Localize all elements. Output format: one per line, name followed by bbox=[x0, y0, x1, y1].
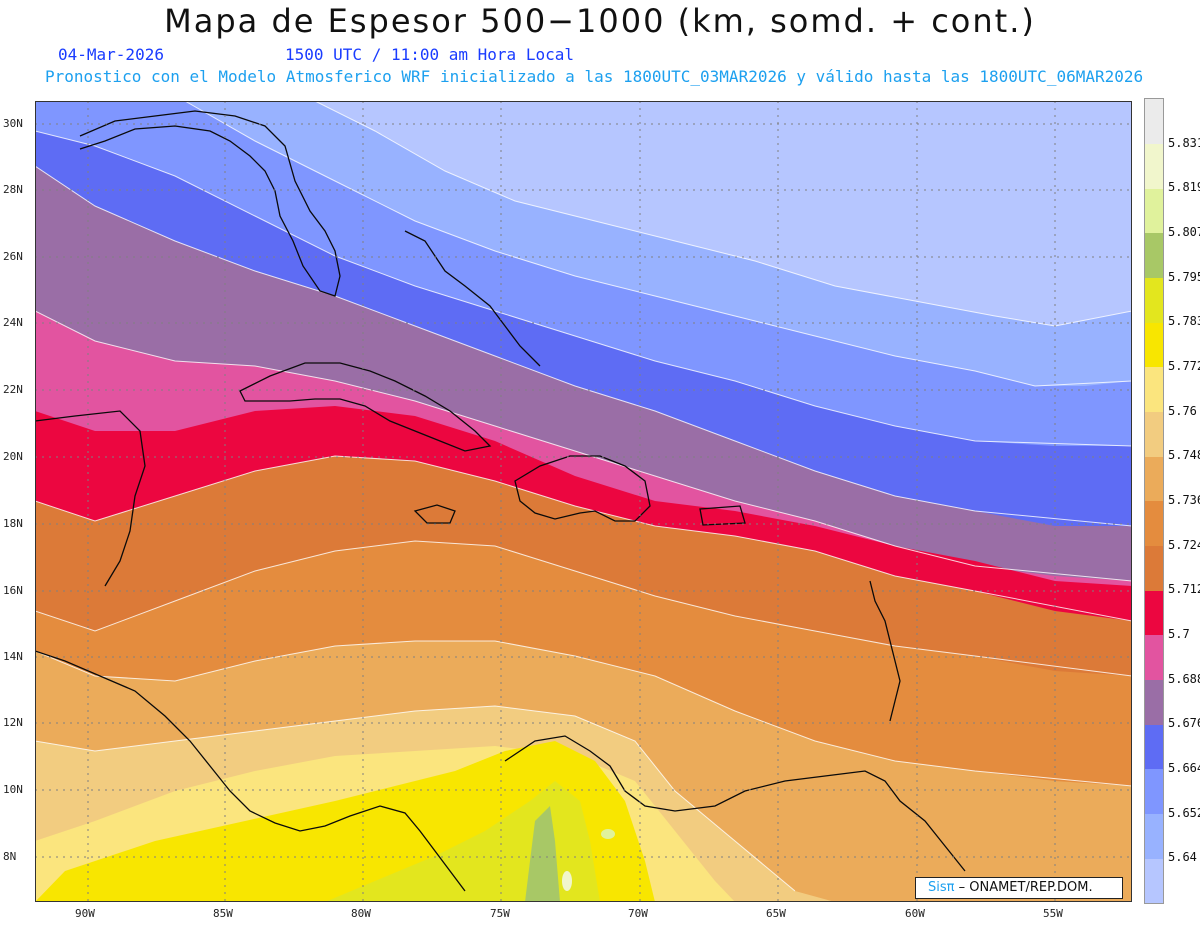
color-scale-label: 5.712 bbox=[1168, 582, 1200, 597]
lat-label-14n: 14N bbox=[3, 650, 23, 663]
color-scale-swatch bbox=[1145, 724, 1163, 770]
lon-label-65w: 65W bbox=[766, 907, 786, 920]
south-america-coast bbox=[504, 735, 966, 872]
color-scale-label: 5.7 bbox=[1168, 627, 1190, 641]
coastlines bbox=[35, 110, 966, 892]
hispaniola-coast bbox=[514, 455, 651, 522]
lon-label-70w: 70W bbox=[628, 907, 648, 920]
lon-label-85w: 85W bbox=[213, 907, 233, 920]
lat-label-8n: 8N bbox=[3, 850, 17, 863]
color-scale-label: 5.831 bbox=[1168, 135, 1200, 150]
lat-label-30n: 30N bbox=[3, 117, 23, 130]
color-scale-swatch bbox=[1145, 590, 1163, 636]
color-scale-swatch bbox=[1145, 813, 1163, 859]
florida-coast bbox=[79, 110, 341, 297]
lon-label-90w: 90W bbox=[75, 907, 95, 920]
color-scale-label: 5.819 bbox=[1168, 180, 1200, 195]
lon-label-55w: 55W bbox=[1043, 907, 1063, 920]
color-scale-swatch bbox=[1145, 188, 1163, 234]
color-scale-swatch bbox=[1145, 858, 1163, 904]
lat-label-26n: 26N bbox=[3, 250, 23, 263]
band-5.807 bbox=[525, 806, 560, 902]
lon-label-75w: 75W bbox=[490, 907, 510, 920]
lat-label-16n: 16N bbox=[3, 584, 23, 597]
graticule bbox=[35, 101, 1132, 902]
color-scale-swatch bbox=[1145, 411, 1163, 457]
color-scale-swatch bbox=[1145, 233, 1163, 279]
color-scale-swatch bbox=[1145, 456, 1163, 502]
color-scale-label: 5.652 bbox=[1168, 805, 1200, 820]
valid-time: 1500 UTC / 11:00 am Hora Local bbox=[285, 45, 574, 64]
color-scale-label: 5.736 bbox=[1168, 493, 1200, 507]
central-america-coast bbox=[35, 650, 466, 892]
color-scale-label: 5.772 bbox=[1168, 359, 1200, 373]
lesser-antilles bbox=[869, 580, 901, 722]
color-scale-swatch bbox=[1145, 367, 1163, 413]
thickness-map bbox=[35, 101, 1132, 902]
color-scale-label: 5.76 bbox=[1168, 403, 1197, 418]
lat-label-28n: 28N bbox=[3, 183, 23, 196]
credit-box: Sisπ – ONAMET/REP.DOM. bbox=[915, 877, 1123, 899]
lat-label-12n: 12N bbox=[3, 716, 23, 729]
color-scale-swatch bbox=[1145, 143, 1163, 189]
color-scale-swatch bbox=[1145, 277, 1163, 323]
lat-label-24n: 24N bbox=[3, 316, 23, 329]
color-scale-label: 5.688 bbox=[1168, 671, 1200, 686]
color-scale-swatch bbox=[1145, 501, 1163, 547]
forecast-description: Pronostico con el Modelo Atmosferico WRF… bbox=[45, 67, 1144, 86]
color-scale-label: 5.64 bbox=[1168, 850, 1197, 865]
color-scale-label: 5.664 bbox=[1168, 761, 1200, 775]
lat-label-10n: 10N bbox=[3, 783, 23, 796]
color-scale-label: 5.676 bbox=[1168, 716, 1200, 731]
bahamas bbox=[404, 230, 541, 367]
color-scale-swatch bbox=[1145, 322, 1163, 368]
lat-label-20n: 20N bbox=[3, 450, 23, 463]
band-5.819 bbox=[601, 829, 615, 839]
color-scale-label: 5.807 bbox=[1168, 225, 1200, 239]
lat-label-22n: 22N bbox=[3, 383, 23, 396]
credit-brand: Sisπ bbox=[928, 880, 955, 895]
yucatan-coast bbox=[35, 410, 146, 587]
lon-label-80w: 80W bbox=[351, 907, 371, 920]
color-scale-swatch bbox=[1145, 545, 1163, 591]
jamaica-coast bbox=[413, 504, 456, 524]
color-scale-label: 5.748 bbox=[1168, 448, 1200, 463]
color-scale-swatch bbox=[1145, 769, 1163, 815]
lon-label-60w: 60W bbox=[905, 907, 925, 920]
color-scale-label: 5.795 bbox=[1168, 269, 1200, 284]
cuba-coast bbox=[239, 362, 492, 452]
lat-label-18n: 18N bbox=[3, 517, 23, 530]
band-5.831 bbox=[562, 871, 572, 891]
contour-lines bbox=[35, 101, 1132, 892]
color-scale-swatch bbox=[1145, 679, 1163, 725]
map-canvas bbox=[35, 101, 1132, 902]
color-scale-label: 5.724 bbox=[1168, 537, 1200, 552]
credit-org: – ONAMET/REP.DOM. bbox=[958, 880, 1093, 895]
color-scale-swatch bbox=[1145, 635, 1163, 681]
map-title: Mapa de Espesor 500−1000 (km, somd. + co… bbox=[164, 2, 1036, 40]
valid-date: 04-Mar-2026 bbox=[58, 45, 164, 64]
color-scale-bar bbox=[1144, 98, 1164, 904]
color-scale-swatch bbox=[1145, 99, 1163, 145]
color-scale-label: 5.783 bbox=[1168, 314, 1200, 329]
puerto-rico-coast bbox=[699, 505, 746, 526]
